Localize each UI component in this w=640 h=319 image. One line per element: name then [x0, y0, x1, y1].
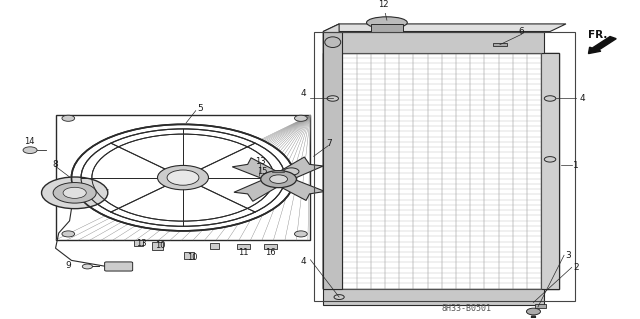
- Bar: [314, 32, 575, 301]
- Ellipse shape: [327, 96, 339, 101]
- Text: 13: 13: [255, 157, 266, 166]
- FancyBboxPatch shape: [323, 32, 544, 53]
- Circle shape: [62, 231, 75, 237]
- Bar: [134, 240, 143, 246]
- Polygon shape: [272, 157, 323, 182]
- Text: 10: 10: [188, 253, 198, 262]
- Polygon shape: [323, 24, 566, 32]
- Ellipse shape: [544, 157, 556, 162]
- Circle shape: [62, 115, 75, 121]
- Text: 8H33-B0501: 8H33-B0501: [442, 304, 492, 313]
- Bar: [323, 32, 342, 289]
- Circle shape: [72, 124, 294, 231]
- Text: 12: 12: [378, 0, 389, 9]
- Circle shape: [269, 175, 287, 183]
- Bar: [152, 242, 163, 250]
- Bar: [371, 24, 403, 32]
- Text: FR.: FR.: [588, 31, 607, 41]
- Text: 7: 7: [326, 139, 332, 148]
- Circle shape: [157, 166, 209, 190]
- Circle shape: [260, 171, 296, 188]
- Text: 15: 15: [257, 167, 267, 176]
- Bar: [342, 53, 541, 289]
- Text: 4: 4: [580, 94, 586, 103]
- Bar: [535, 304, 546, 308]
- FancyArrow shape: [588, 36, 616, 54]
- FancyBboxPatch shape: [323, 289, 544, 305]
- Circle shape: [294, 115, 307, 121]
- Text: 13: 13: [136, 239, 147, 248]
- Circle shape: [53, 182, 96, 203]
- Circle shape: [63, 187, 86, 198]
- Ellipse shape: [334, 295, 344, 300]
- Ellipse shape: [544, 96, 556, 101]
- Circle shape: [83, 264, 93, 269]
- Polygon shape: [272, 176, 325, 200]
- FancyBboxPatch shape: [104, 262, 132, 271]
- Bar: [493, 43, 507, 47]
- Text: 14: 14: [24, 137, 35, 146]
- Bar: [211, 243, 220, 249]
- Text: 5: 5: [197, 104, 203, 113]
- Text: 2: 2: [573, 263, 579, 272]
- Bar: [184, 252, 195, 259]
- Circle shape: [284, 168, 299, 175]
- FancyArrow shape: [530, 316, 538, 319]
- Ellipse shape: [527, 308, 540, 315]
- Text: 16: 16: [265, 248, 276, 257]
- Text: 4: 4: [301, 89, 307, 98]
- Text: 10: 10: [155, 241, 165, 250]
- Text: 6: 6: [519, 27, 525, 36]
- Bar: [264, 244, 276, 249]
- Circle shape: [23, 147, 37, 153]
- Polygon shape: [323, 24, 339, 289]
- Circle shape: [92, 134, 274, 221]
- Circle shape: [294, 231, 307, 237]
- Bar: [237, 244, 250, 249]
- Bar: [56, 115, 310, 240]
- Ellipse shape: [367, 17, 407, 28]
- Polygon shape: [232, 158, 285, 182]
- Text: 3: 3: [565, 251, 571, 260]
- Circle shape: [42, 177, 108, 209]
- Bar: [323, 53, 559, 289]
- Text: 11: 11: [238, 248, 249, 257]
- Ellipse shape: [324, 37, 340, 48]
- Bar: [323, 53, 342, 289]
- Text: 4: 4: [301, 257, 307, 266]
- Text: 1: 1: [573, 161, 579, 170]
- Circle shape: [167, 170, 199, 185]
- Text: 8: 8: [52, 160, 58, 169]
- Polygon shape: [234, 176, 285, 201]
- Bar: [541, 53, 559, 289]
- Text: 9: 9: [65, 261, 71, 271]
